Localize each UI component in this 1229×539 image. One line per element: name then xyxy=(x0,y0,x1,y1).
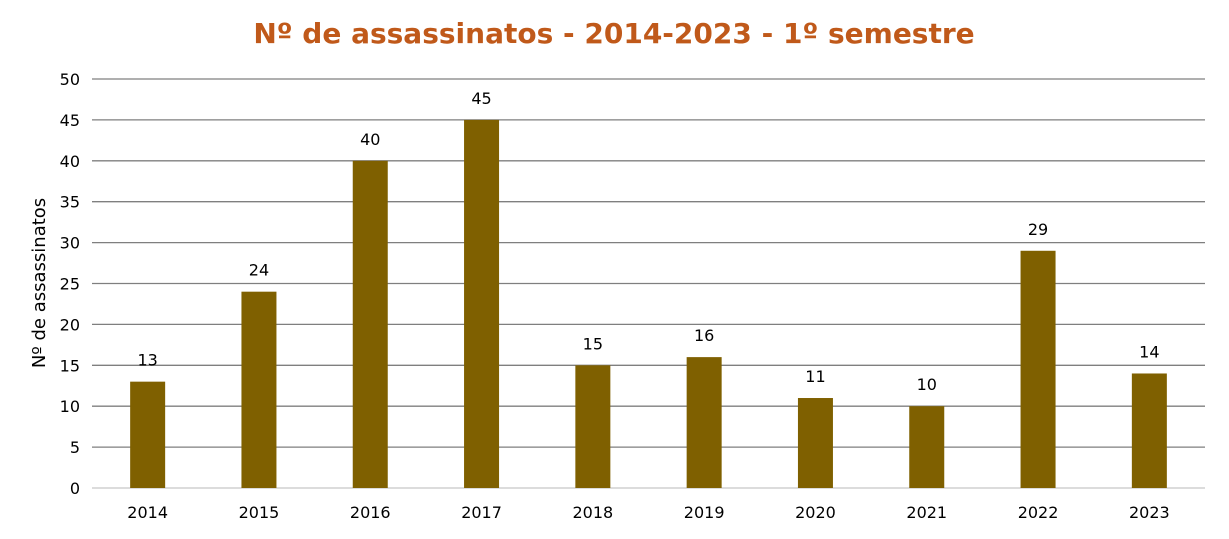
data-label-2020: 11 xyxy=(805,367,825,386)
data-label-2015: 24 xyxy=(249,261,269,280)
bar-2014 xyxy=(130,381,166,488)
data-label-2017: 45 xyxy=(471,89,491,108)
x-tick-label-2016: 2016 xyxy=(350,503,391,522)
y-tick-label: 20 xyxy=(60,315,80,334)
bar-2016 xyxy=(352,160,388,489)
bar-2023 xyxy=(1131,373,1167,488)
x-tick-label-2017: 2017 xyxy=(461,503,502,522)
x-axis-ticks: 2014 2015 2016 2017 2018 2019 2020 2021 2022 2023 xyxy=(127,503,1169,522)
data-label-2021: 10 xyxy=(917,375,937,394)
data-label-2022: 29 xyxy=(1028,220,1048,239)
y-tick-label: 45 xyxy=(60,111,80,130)
x-tick-label-2015: 2015 xyxy=(239,503,280,522)
bar-2019 xyxy=(686,357,722,488)
grid-lines xyxy=(92,78,1205,489)
bar-2021 xyxy=(909,406,945,488)
bar-2018 xyxy=(575,365,611,488)
y-tick-label: 40 xyxy=(60,152,80,171)
x-tick-label-2014: 2014 xyxy=(127,503,168,522)
bar-2020 xyxy=(797,398,833,488)
chart-title: Nº de assassinatos - 2014-2023 - 1º seme… xyxy=(253,17,974,50)
x-tick-label-2022: 2022 xyxy=(1018,503,1059,522)
x-tick-label-2019: 2019 xyxy=(684,503,725,522)
y-tick-label: 0 xyxy=(70,479,80,498)
y-tick-label: 30 xyxy=(60,234,80,253)
y-tick-label: 35 xyxy=(60,193,80,212)
y-axis-ticks: 0 5 10 15 20 25 30 35 40 45 50 xyxy=(60,70,80,498)
y-axis-label: Nº de assassinatos xyxy=(29,198,50,368)
bar-2015 xyxy=(241,291,277,488)
data-label-2014: 13 xyxy=(137,351,157,370)
bar-2017 xyxy=(464,119,500,489)
x-tick-label-2021: 2021 xyxy=(906,503,947,522)
y-tick-label: 50 xyxy=(60,70,80,89)
data-label-2016: 40 xyxy=(360,130,380,149)
y-tick-label: 10 xyxy=(60,397,80,416)
x-tick-label-2020: 2020 xyxy=(795,503,836,522)
data-label-2019: 16 xyxy=(694,326,714,345)
y-tick-label: 25 xyxy=(60,275,80,294)
bar-2022 xyxy=(1020,250,1056,488)
x-tick-label-2018: 2018 xyxy=(572,503,613,522)
bars xyxy=(130,119,1167,489)
x-tick-label-2023: 2023 xyxy=(1129,503,1170,522)
y-tick-label: 15 xyxy=(60,356,80,375)
data-label-2018: 15 xyxy=(583,334,603,353)
y-tick-label: 5 xyxy=(70,438,80,457)
data-label-2023: 14 xyxy=(1139,342,1159,361)
data-labels: 13 24 40 45 15 16 11 10 29 14 xyxy=(137,89,1159,394)
